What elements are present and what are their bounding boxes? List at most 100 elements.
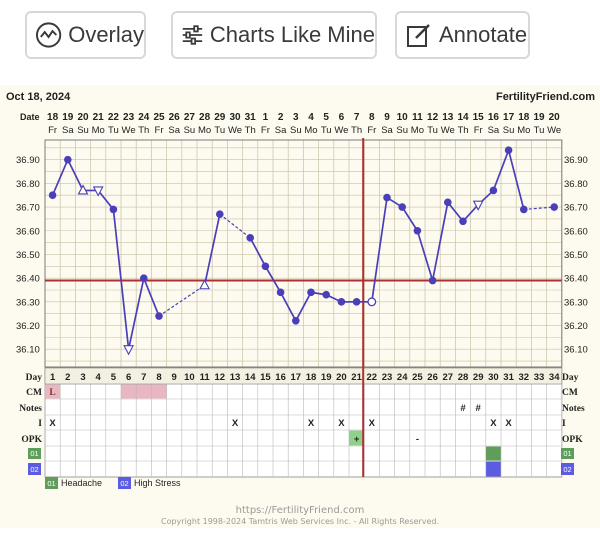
date-label: 13: [442, 112, 454, 123]
cycle-day-label: 5: [111, 372, 117, 383]
cycle-day-label: 15: [260, 372, 271, 383]
y-tick-label-left: 36.90: [16, 155, 40, 166]
y-tick-label-left: 36.30: [16, 297, 40, 308]
weekday-label: Tu: [108, 125, 119, 136]
y-tick-label-right: 36.30: [564, 297, 588, 308]
y-tick-label-right: 36.90: [564, 155, 588, 166]
temp-line-segment: [401, 206, 419, 232]
site-name: FertilityFriend.com: [496, 91, 595, 103]
temp-point: [261, 262, 270, 271]
y-tick-label-right: 36.50: [564, 250, 588, 261]
row-value: X: [49, 418, 56, 429]
temp-point: [352, 298, 361, 306]
temp-line-segment: [112, 209, 130, 350]
temp-point: [109, 205, 118, 214]
cycle-day-label: 14: [245, 372, 256, 383]
date-label: 14: [457, 112, 469, 123]
temp-line-segment: [447, 201, 464, 222]
weekday-label: Tu: [427, 125, 438, 136]
temp-point: [398, 203, 407, 211]
weekday-label: Su: [290, 125, 302, 136]
date-row-label: Date: [20, 112, 40, 122]
legend-label: High Stress: [134, 478, 181, 488]
weekday-label: Mo: [304, 125, 317, 136]
charts-like-mine-button[interactable]: Charts Like Mine: [171, 11, 377, 59]
temp-point: [199, 279, 211, 290]
date-label: 22: [108, 112, 120, 123]
date-label: 19: [62, 112, 74, 123]
temp-point: [123, 345, 135, 356]
temp-line-segment: [97, 189, 115, 210]
row-label-right: CM: [562, 388, 578, 398]
date-label: 27: [184, 112, 196, 123]
row-shade: [45, 384, 61, 399]
weekday-label: Sa: [62, 125, 74, 136]
y-tick-label-left: 36.10: [16, 345, 40, 356]
temp-point: [276, 288, 285, 297]
bbt-chart-panel: Oct 18, 2024 FertilityFriend.com Date 18 Fr 1…: [0, 85, 600, 528]
weekday-label: We: [228, 125, 242, 136]
row-value: +: [354, 434, 360, 445]
temp-line-segment: [492, 149, 510, 191]
legend-label: Headache: [61, 478, 102, 488]
temp-point: [428, 276, 437, 285]
date-label: 16: [488, 112, 500, 123]
row-label-left: CM: [26, 388, 42, 398]
weekday-label: We: [547, 125, 561, 136]
y-tick-label-left: 36.60: [16, 226, 40, 237]
overlay-button[interactable]: Overlay: [25, 11, 146, 59]
row-value: #: [476, 403, 482, 414]
cycle-day-label: 13: [230, 372, 241, 383]
annotate-button[interactable]: Annotate: [395, 11, 530, 59]
cycle-day-label: 6: [126, 372, 131, 383]
temp-point: [413, 226, 422, 235]
temp-point: [307, 288, 315, 297]
weekday-label: Sa: [381, 125, 393, 136]
date-label: 29: [214, 112, 226, 123]
cycle-day-label: 8: [156, 372, 161, 383]
row-value: X: [505, 418, 512, 429]
weekday-label: Tu: [321, 125, 332, 136]
temp-line-segment: [143, 277, 160, 317]
cycle-day-label: 33: [534, 372, 545, 383]
cycle-day-label: 3: [80, 372, 85, 383]
y-tick-label-right: 36.20: [564, 321, 588, 332]
temp-line-segment: [279, 291, 297, 322]
weekday-label: Mo: [517, 125, 530, 136]
temp-point: [77, 184, 89, 195]
cycle-day-label: 31: [503, 372, 514, 383]
y-tick-label-left: 36.40: [16, 274, 40, 285]
y-tick-label-left: 36.80: [16, 179, 40, 190]
overlay-chart-icon: [35, 22, 62, 48]
symptom-code-left-box: [28, 463, 41, 475]
row-shade: [121, 384, 137, 399]
temp-point: [550, 203, 558, 211]
y-tick-label-right: 36.70: [564, 203, 588, 214]
cycle-day-label: 1: [50, 372, 56, 383]
cycle-day-label: 23: [382, 372, 393, 383]
y-tick-label-left: 36.70: [16, 203, 40, 214]
cycle-day-label: 32: [519, 372, 530, 383]
date-label: 6: [339, 112, 345, 123]
row-shade: [151, 384, 167, 399]
cycle-day-label: 4: [96, 372, 102, 383]
legend-code: 01: [47, 479, 55, 488]
charts-like-mine-label: Charts Like Mine: [209, 22, 375, 47]
temp-line-segment: [507, 149, 525, 210]
date-label: 10: [397, 112, 409, 123]
legend-code: 02: [120, 479, 128, 488]
weekday-label: Th: [351, 125, 362, 136]
temp-point: [337, 298, 346, 306]
annotate-label: Annotate: [439, 22, 528, 47]
row-label-left: Notes: [19, 404, 42, 414]
date-label: 21: [93, 112, 105, 123]
date-label: 8: [369, 112, 375, 123]
weekday-label: We: [122, 125, 136, 136]
temp-point: [246, 234, 254, 242]
y-tick-label-right: 36.60: [564, 226, 588, 237]
row-label-left: OPK: [21, 435, 42, 445]
temp-line-segment: [295, 291, 312, 322]
weekday-label: Fr: [261, 125, 270, 136]
temp-line-segment: [264, 265, 282, 293]
